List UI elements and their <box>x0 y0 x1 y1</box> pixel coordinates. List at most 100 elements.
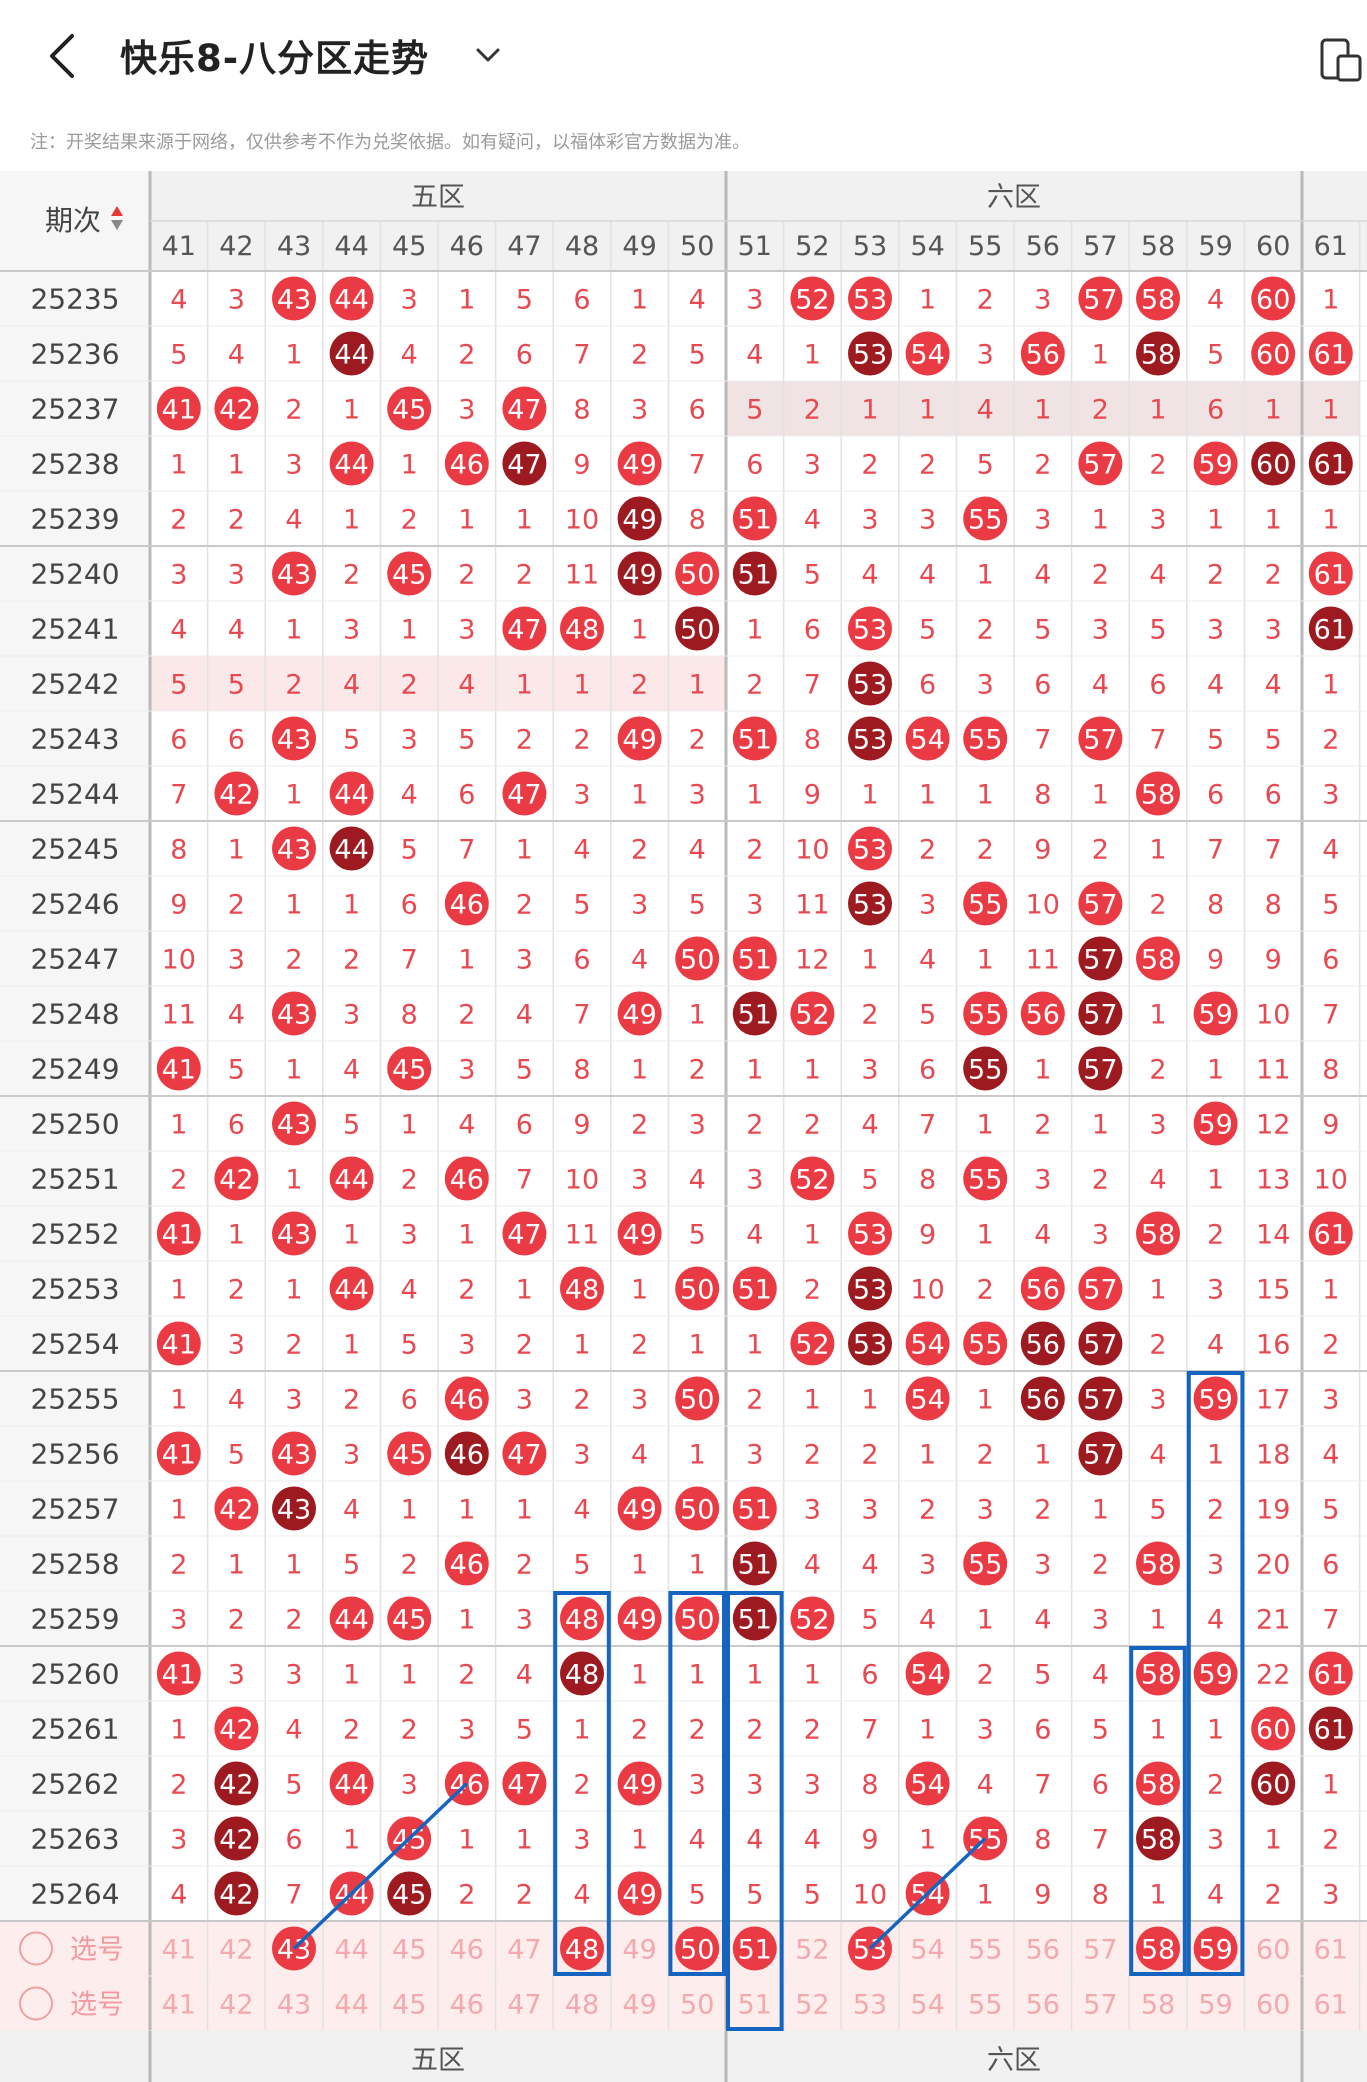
select-number[interactable]: 46 <box>450 1935 484 1966</box>
select-number[interactable]: 44 <box>334 1990 368 2021</box>
select-number[interactable]: 54 <box>910 1935 944 1966</box>
miss-count: 1 <box>1092 780 1109 811</box>
miss-count: 4 <box>170 615 187 646</box>
drawn-number: 58 <box>1141 1825 1175 1856</box>
chevron-left-icon[interactable] <box>38 26 88 86</box>
select-number[interactable]: 59 <box>1198 1990 1232 2021</box>
select-number[interactable]: 52 <box>795 1990 829 2021</box>
select-number[interactable]: 61 <box>1314 1990 1348 2021</box>
miss-count: 1 <box>1092 505 1109 536</box>
miss-count: 1 <box>1034 395 1051 426</box>
select-number[interactable]: 46 <box>450 1990 484 2021</box>
period-number: 25260 <box>30 1658 119 1691</box>
drawn-ball <box>329 331 374 376</box>
select-label[interactable]: 选号 <box>70 1935 124 1966</box>
miss-count: 3 <box>746 285 763 316</box>
select-number[interactable]: 56 <box>1026 1935 1060 1966</box>
miss-count: 5 <box>919 615 936 646</box>
miss-count: 4 <box>631 1440 648 1471</box>
drawn-ball <box>617 1211 662 1256</box>
select-number[interactable]: 42 <box>219 1990 253 2021</box>
miss-count: 2 <box>458 1275 475 1306</box>
drawn-number: 47 <box>507 780 541 811</box>
miss-count: 6 <box>689 395 706 426</box>
drawn-number: 55 <box>968 1165 1002 1196</box>
radio-circle-icon[interactable] <box>19 1986 53 2021</box>
miss-count: 3 <box>516 1605 533 1636</box>
miss-count: 5 <box>170 670 187 701</box>
miss-count: 6 <box>1034 670 1051 701</box>
miss-count: 2 <box>977 285 994 316</box>
select-number[interactable]: 60 <box>1256 1990 1290 2021</box>
drawn-ball <box>1020 331 1065 376</box>
drawn-number: 49 <box>622 725 656 756</box>
drawn-number: 53 <box>853 835 887 866</box>
select-number[interactable]: 48 <box>565 1990 599 2021</box>
select-number[interactable]: 60 <box>1256 1935 1290 1966</box>
select-number[interactable]: 45 <box>392 1935 426 1966</box>
drawn-number: 53 <box>853 1275 887 1306</box>
picked-ball[interactable] <box>1193 1926 1238 1971</box>
miss-count: 1 <box>516 1495 533 1526</box>
miss-count: 5 <box>573 1550 590 1581</box>
miss-count: 2 <box>746 1110 763 1141</box>
miss-count: 3 <box>977 670 994 701</box>
select-number[interactable]: 55 <box>968 1990 1002 2021</box>
picked-ball[interactable] <box>675 1926 720 1971</box>
miss-count: 4 <box>1207 1605 1224 1636</box>
select-number[interactable]: 61 <box>1314 1935 1348 1966</box>
radio-circle-icon[interactable] <box>19 1931 53 1966</box>
drawn-ball <box>963 1156 1008 1201</box>
miss-count: 1 <box>458 945 475 976</box>
drawn-number: 55 <box>968 725 1002 756</box>
miss-count: 3 <box>458 395 475 426</box>
chevron-down-icon[interactable] <box>470 40 506 70</box>
select-number[interactable]: 53 <box>853 1990 887 2021</box>
select-number[interactable]: 57 <box>1083 1935 1117 1966</box>
select-number[interactable]: 55 <box>968 1935 1002 1966</box>
select-number[interactable]: 47 <box>507 1935 541 1966</box>
select-number[interactable]: 49 <box>622 1990 656 2021</box>
select-label[interactable]: 选号 <box>70 1990 124 2021</box>
picked-ball[interactable] <box>1136 1926 1180 1971</box>
sort-icon[interactable] <box>111 206 123 230</box>
select-number[interactable]: 47 <box>507 1990 541 2021</box>
select-number[interactable]: 56 <box>1026 1990 1060 2021</box>
select-number[interactable]: 43 <box>277 1990 311 2021</box>
select-number[interactable]: 41 <box>162 1990 196 2021</box>
drawn-ball <box>1078 991 1123 1036</box>
drawn-number: 50 <box>680 560 714 591</box>
select-number[interactable]: 50 <box>680 1990 714 2021</box>
drawn-number: 61 <box>1314 1660 1348 1691</box>
select-number[interactable]: 49 <box>622 1935 656 1966</box>
miss-count: 8 <box>1034 1825 1051 1856</box>
picked-ball[interactable] <box>560 1926 604 1971</box>
miss-count: 9 <box>573 1110 590 1141</box>
picked-ball[interactable] <box>732 1926 777 1971</box>
device-switch-icon[interactable] <box>1318 36 1364 86</box>
drawn-ball <box>617 496 662 541</box>
select-number[interactable]: 58 <box>1141 1990 1175 2021</box>
miss-count: 2 <box>631 1330 648 1361</box>
miss-count: 1 <box>516 1275 533 1306</box>
select-number[interactable]: 41 <box>162 1935 196 1966</box>
select-number[interactable]: 42 <box>219 1935 253 1966</box>
select-number[interactable]: 57 <box>1083 1990 1117 2021</box>
select-number[interactable]: 51 <box>738 1990 772 2021</box>
drawn-number: 42 <box>219 1825 253 1856</box>
select-number[interactable]: 54 <box>910 1990 944 2021</box>
select-number[interactable]: 45 <box>392 1990 426 2021</box>
miss-count: 4 <box>573 835 590 866</box>
period-header[interactable]: 期次 <box>45 204 101 237</box>
miss-count: 1 <box>170 1385 187 1416</box>
miss-count: 10 <box>565 505 599 536</box>
miss-count: 5 <box>746 395 763 426</box>
miss-count: 5 <box>285 1770 302 1801</box>
drawn-number: 54 <box>910 1660 944 1691</box>
miss-count: 1 <box>689 1660 706 1691</box>
drawn-number: 52 <box>795 1330 829 1361</box>
miss-count: 3 <box>1092 1605 1109 1636</box>
select-number[interactable]: 52 <box>795 1935 829 1966</box>
select-number[interactable]: 44 <box>334 1935 368 1966</box>
drawn-number: 58 <box>1141 1770 1175 1801</box>
